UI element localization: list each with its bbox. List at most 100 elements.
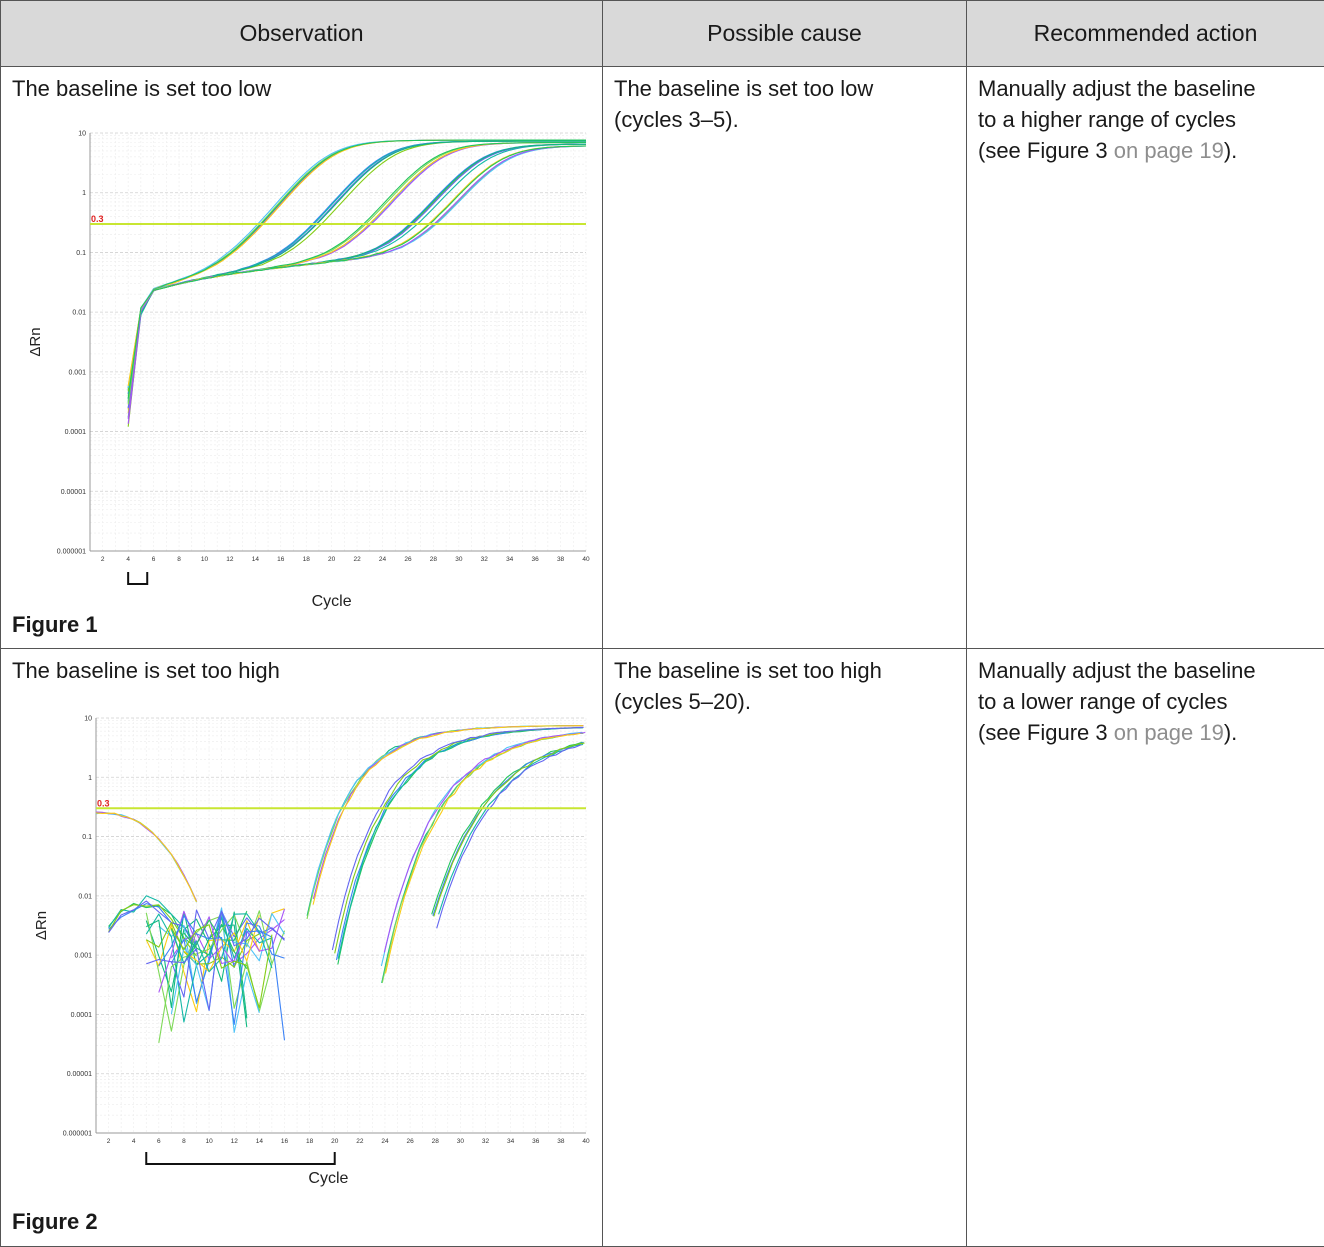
x-tick-label: 22 [353,556,361,563]
page-link[interactable]: on page 19 [1113,720,1224,745]
x-tick-label: 24 [381,1138,389,1145]
amplification-curve [127,140,586,427]
amplification-curve [95,812,198,903]
page-link[interactable]: on page 19 [1113,138,1224,163]
x-tick-label: 38 [557,1138,565,1145]
x-tick-label: 40 [582,556,590,563]
amplification-curve [335,727,582,961]
cause-cell: The baseline is set too low (cycles 3–5)… [602,66,967,649]
threshold-label: 0.3 [91,214,104,224]
figure-2: 0.000001 0.00001 0.0001 0.001 0.01 0.1 1 10 2 4 6 8… [12,695,591,1240]
cause-cell: The baseline is set too high (cycles 5–2… [602,648,967,1247]
amplification-curve [436,744,582,929]
x-tick-label: 10 [201,556,209,563]
x-tick-label: 30 [457,1138,465,1145]
threshold-label: 0.3 [97,798,110,808]
amplification-curve [311,725,582,895]
action-line-3: (see Figure 3 on page 19). [978,135,1313,166]
amplification-curve [127,143,586,409]
amplification-curve [383,731,586,953]
amplification-curve [95,811,198,902]
x-tick-label: 18 [306,1138,314,1145]
amplification-curve [158,915,286,1041]
header-possible-cause: Possible cause [602,0,967,67]
amplification-curve [108,904,197,957]
x-tick-label: 32 [482,1138,490,1145]
cause-line-2: (cycles 5–20). [614,689,751,714]
action-ref-post: ). [1223,720,1238,745]
table-row: The baseline is set too low 0.000001 0.00… [0,66,1324,649]
x-tick-label: 34 [507,1138,515,1145]
action-line-1: Manually adjust the baseline [978,76,1256,101]
action-line-1: Manually adjust the baseline [978,658,1256,683]
x-tick-label: 10 [205,1138,213,1145]
x-axis-title: Cycle [308,1170,348,1187]
amplification-curve [432,741,584,916]
x-tick-label: 18 [303,556,311,563]
y-tick-label: 0.000001 [63,1131,92,1138]
amplification-curve [146,910,285,1011]
amplification-curve [170,924,273,1009]
observation-cell: The baseline is set too high 0.000001 0.0… [0,648,603,1247]
x-tick-label: 2 [101,556,105,563]
x-tick-label: 36 [532,1138,540,1145]
observation-text: The baseline is set too low [12,76,272,101]
y-tick-label: 0.001 [74,953,92,960]
amplification-curve [127,140,586,402]
x-tick-label: 40 [582,1138,590,1145]
x-tick-label: 32 [481,556,489,563]
x-tick-label: 16 [277,556,285,563]
header-recommended-action: Recommended action [966,0,1324,67]
x-tick-label: 8 [182,1138,186,1145]
amplification-curve [145,912,286,1032]
x-tick-label: 16 [281,1138,289,1145]
x-tick-label: 20 [328,556,336,563]
baseline-bracket [145,1152,336,1165]
header-observation: Observation [0,0,603,67]
x-tick-label: 28 [430,556,438,563]
x-tick-label: 2 [107,1138,111,1145]
amplification-curve [384,732,581,974]
cause-line-1: The baseline is set too low [614,76,874,101]
x-tick-label: 28 [432,1138,440,1145]
action-cell: Manually adjust the baseline to a lower … [966,648,1324,1247]
observation-text: The baseline is set too high [12,658,280,683]
x-tick-label: 34 [506,556,514,563]
x-tick-label: 6 [157,1138,161,1145]
action-cell: Manually adjust the baseline to a higher… [966,66,1324,649]
amplification-curve [438,743,584,915]
y-tick-label: 0.001 [68,369,86,376]
y-tick-label: 0.01 [72,310,86,317]
amplification-curve [183,915,260,973]
x-tick-label: 24 [379,556,387,563]
y-tick-label: 1 [88,775,92,782]
amplification-curve [306,725,584,916]
y-axis-title: ΔRn [27,327,44,356]
x-tick-label: 30 [455,556,463,563]
table-row: The baseline is set too high 0.000001 0.0… [0,648,1324,1247]
y-tick-label: 0.1 [76,250,86,257]
amplification-curve [431,741,583,915]
x-tick-label: 26 [404,556,412,563]
y-tick-label: 0.00001 [61,489,86,496]
y-tick-label: 1 [82,190,86,197]
x-tick-label: 20 [331,1138,339,1145]
amplification-curve [312,725,584,905]
x-tick-label: 26 [406,1138,414,1145]
y-tick-label: 0.0001 [65,429,87,436]
y-axis-title: ΔRn [33,911,50,940]
y-tick-label: 0.1 [82,834,92,841]
y-tick-label: 10 [84,716,92,723]
action-ref-post: ). [1223,138,1238,163]
cause-line-2: (cycles 3–5). [614,107,739,132]
y-tick-label: 0.01 [78,893,92,900]
figure-1-label: Figure 1 [12,612,98,637]
x-tick-label: 36 [532,556,540,563]
amplification-curve [146,921,260,968]
x-axis-title: Cycle [312,593,352,610]
x-tick-label: 4 [126,556,130,563]
x-tick-label: 8 [177,556,181,563]
